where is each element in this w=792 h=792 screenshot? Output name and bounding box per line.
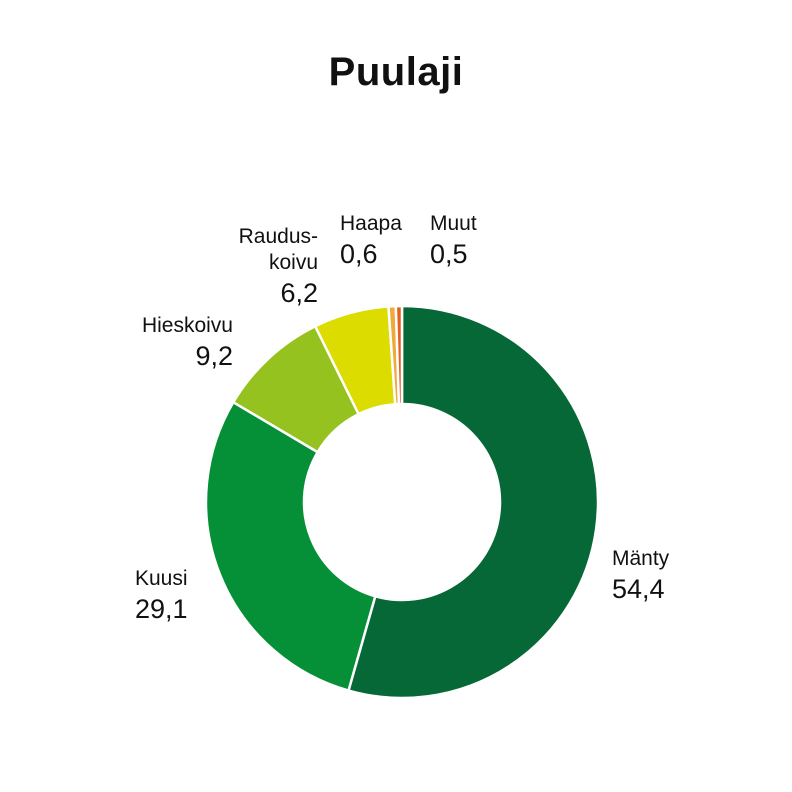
donut-slices	[204, 304, 600, 700]
slice-labels: Mänty 54,4 Kuusi 29,1 Hieskoivu 9,2 Raudus-koi…	[135, 212, 670, 624]
slice-kuusi	[204, 400, 377, 692]
slice-label-raudus-koivu-line-2: koivu	[269, 251, 318, 274]
slice-manty	[347, 304, 600, 700]
slice-value-kuusi: 29,1	[135, 594, 188, 624]
slice-label-manty: Mänty	[612, 547, 670, 570]
slice-label-hieskoivu: Hieskoivu	[142, 314, 233, 337]
slice-label-raudus-koivu-line-1: Raudus-	[239, 225, 318, 248]
slice-value-hieskoivu: 9,2	[195, 341, 233, 371]
slice-value-haapa: 0,6	[340, 239, 378, 269]
slice-value-muut: 0,5	[430, 239, 468, 269]
slice-label-haapa: Haapa	[340, 212, 402, 235]
chart-title: Puulaji	[328, 50, 464, 94]
slice-value-raudus-koivu: 6,2	[280, 278, 318, 308]
slice-value-manty: 54,4	[612, 574, 665, 604]
slice-label-kuusi: Kuusi	[135, 567, 188, 590]
slice-muut	[394, 304, 404, 406]
slice-label-muut: Muut	[430, 212, 477, 235]
